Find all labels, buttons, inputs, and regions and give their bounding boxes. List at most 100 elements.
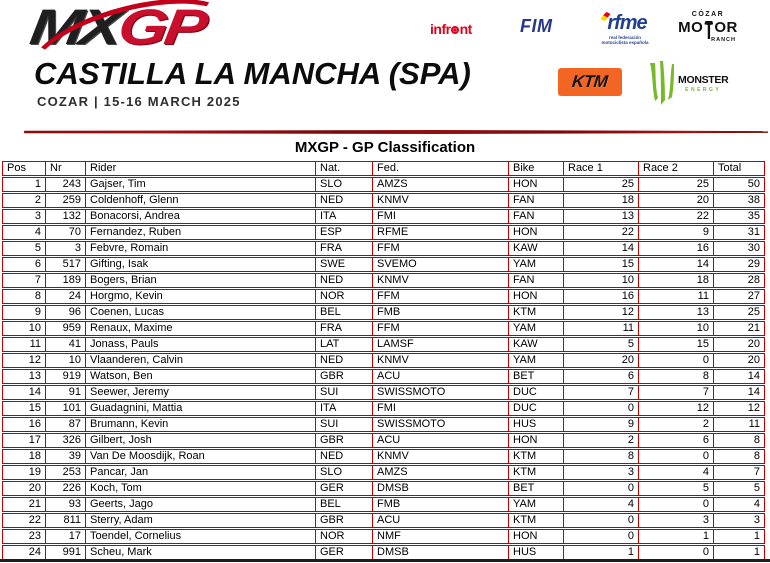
table-row: 20 226 Koch, Tom GER DMSB BET 0 5 5 — [2, 481, 765, 496]
cell-nat: NED — [315, 353, 372, 368]
cell-nr: 17 — [45, 529, 85, 544]
column-header-nr: Nr — [45, 161, 85, 176]
cell-fed: RFME — [372, 225, 508, 240]
cell-nat: ITA — [315, 209, 372, 224]
monster-energy-logo: MONSTER ENERGY — [647, 60, 743, 108]
cell-pos: 16 — [2, 417, 45, 432]
cell-nr: 326 — [45, 433, 85, 448]
fim-text: FIM — [520, 16, 553, 36]
cell-total: 1 — [713, 529, 765, 544]
cell-total: 12 — [713, 401, 765, 416]
table-row: 19 253 Pancar, Jan SLO AMZS KTM 3 4 7 — [2, 465, 765, 480]
infront-text-left: infr — [430, 21, 451, 37]
cell-rider: Horgmo, Kevin — [85, 289, 315, 304]
cell-rider: Renaux, Maxime — [85, 321, 315, 336]
cell-fed: DMSB — [372, 481, 508, 496]
cell-race1: 6 — [563, 369, 638, 384]
cell-nat: GBR — [315, 369, 372, 384]
cell-race2: 10 — [638, 321, 713, 336]
cell-fed: KNMV — [372, 273, 508, 288]
cell-nat: FRA — [315, 241, 372, 256]
cozar-text: CÓZAR — [691, 11, 725, 18]
cell-pos: 20 — [2, 481, 45, 496]
cell-race2: 0 — [638, 545, 713, 560]
table-row: 9 96 Coenen, Lucas BEL FMB KTM 12 13 25 — [2, 305, 765, 320]
cell-race2: 22 — [638, 209, 713, 224]
table-row: 7 189 Bogers, Brian NED KNMV FAN 10 18 28 — [2, 273, 765, 288]
cell-race2: 0 — [638, 353, 713, 368]
cell-bike: KAW — [508, 337, 563, 352]
cell-pos: 19 — [2, 465, 45, 480]
cell-nr: 3 — [45, 241, 85, 256]
cell-pos: 22 — [2, 513, 45, 528]
column-header-pos: Pos — [2, 161, 45, 176]
cell-fed: KNMV — [372, 193, 508, 208]
cell-nr: 39 — [45, 449, 85, 464]
cell-nr: 811 — [45, 513, 85, 528]
cozar-motor-right: OR — [714, 19, 738, 36]
cell-total: 25 — [713, 305, 765, 320]
rfme-text-row: rfme — [592, 11, 658, 33]
table-row: 10 959 Renaux, Maxime FRA FFM YAM 11 10 21 — [2, 321, 765, 336]
monster-claw-icon — [650, 61, 674, 105]
cell-rider: Gifting, Isak — [85, 257, 315, 272]
cell-rider: Bonacorsi, Andrea — [85, 209, 315, 224]
cell-nat: SUI — [315, 385, 372, 400]
table-row: 4 70 Fernandez, Ruben ESP RFME HON 22 9 31 — [2, 225, 765, 240]
cell-bike: KAW — [508, 241, 563, 256]
cell-rider: Geerts, Jago — [85, 497, 315, 512]
cell-bike: BET — [508, 369, 563, 384]
event-subtitle: COZAR | 15-16 MARCH 2025 — [37, 94, 241, 109]
cell-nat: BEL — [315, 305, 372, 320]
cell-rider: Gajser, Tim — [85, 177, 315, 192]
cell-rider: Vlaanderen, Calvin — [85, 353, 315, 368]
cell-bike: KTM — [508, 513, 563, 528]
cell-race1: 0 — [563, 481, 638, 496]
ktm-logo: KTM — [558, 68, 622, 96]
cell-nat: NOR — [315, 529, 372, 544]
classification-header-row: Pos Nr Rider Nat. Fed. Bike Race 1 Race 2 Total — [2, 161, 765, 176]
cell-fed: SWISSMOTO — [372, 385, 508, 400]
cell-nr: 41 — [45, 337, 85, 352]
cell-nr: 10 — [45, 353, 85, 368]
cell-total: 20 — [713, 337, 765, 352]
cell-pos: 3 — [2, 209, 45, 224]
cell-race1: 8 — [563, 449, 638, 464]
cell-nat: ESP — [315, 225, 372, 240]
cell-race2: 12 — [638, 401, 713, 416]
cell-bike: HON — [508, 225, 563, 240]
cell-rider: Gilbert, Josh — [85, 433, 315, 448]
cell-race2: 1 — [638, 529, 713, 544]
cell-fed: FMB — [372, 305, 508, 320]
cell-nat: NED — [315, 273, 372, 288]
cell-total: 50 — [713, 177, 765, 192]
cell-pos: 18 — [2, 449, 45, 464]
cell-race2: 15 — [638, 337, 713, 352]
cell-race2: 14 — [638, 257, 713, 272]
cell-pos: 5 — [2, 241, 45, 256]
cell-nat: GBR — [315, 433, 372, 448]
red-brush-divider — [24, 130, 768, 134]
cell-total: 29 — [713, 257, 765, 272]
cell-pos: 4 — [2, 225, 45, 240]
cell-race1: 0 — [563, 529, 638, 544]
cell-race1: 2 — [563, 433, 638, 448]
cell-pos: 6 — [2, 257, 45, 272]
cell-bike: DUC — [508, 401, 563, 416]
cell-pos: 11 — [2, 337, 45, 352]
cell-fed: FFM — [372, 289, 508, 304]
cell-pos: 14 — [2, 385, 45, 400]
cell-nat: SUI — [315, 417, 372, 432]
table-row: 14 91 Seewer, Jeremy SUI SWISSMOTO DUC 7 7 14 — [2, 385, 765, 400]
cell-rider: Guadagnini, Mattia — [85, 401, 315, 416]
cell-pos: 7 — [2, 273, 45, 288]
classification-title: MXGP - GP Classification — [294, 139, 476, 156]
cell-race1: 7 — [563, 385, 638, 400]
cell-fed: AMZS — [372, 177, 508, 192]
cell-pos: 15 — [2, 401, 45, 416]
cell-bike: HON — [508, 433, 563, 448]
cell-rider: Seewer, Jeremy — [85, 385, 315, 400]
event-title: CASTILLA LA MANCHA (SPA) — [34, 56, 471, 91]
cell-total: 38 — [713, 193, 765, 208]
